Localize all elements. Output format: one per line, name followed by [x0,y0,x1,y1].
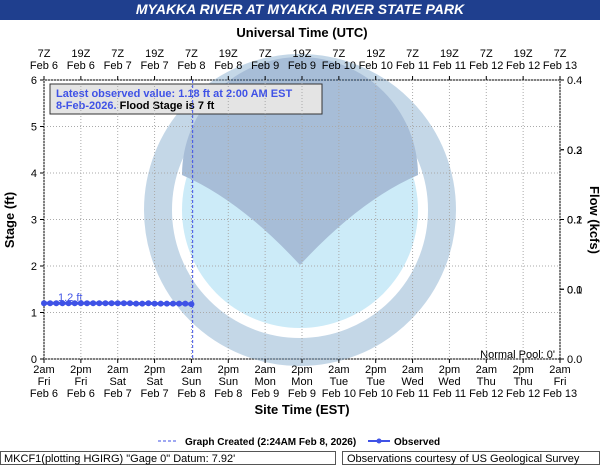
x2-tick-label: 7Z Feb 9 [251,48,279,72]
observed-point [53,300,60,307]
observed-point [71,300,78,307]
y2-tick-label: 0.3 [567,145,582,157]
annotation-line2: 8-Feb-2026. Flood Stage is 7 ft [56,100,215,112]
y2-tick-label: 0.1 [567,284,582,296]
observed-point [90,300,97,307]
footer-left: MKCF1(plotting HGIRG) "Gage 0" Datum: 7.… [4,453,235,465]
x2-tick-label: 19Z Feb 11 [433,48,466,72]
y-tick-label: 4 [31,168,37,180]
x2-tick-label: 7Z Feb 12 [469,48,503,72]
legend-observed-dot [376,438,382,444]
y2-tick-label: 0.0 [567,284,582,296]
observed-point [65,300,72,307]
normal-pool: Normal Pool: 0' [480,349,555,361]
observed-point [127,300,133,307]
observed-point [47,300,54,307]
observed-point [77,300,84,307]
legend-observed: Observed [394,437,440,448]
observed-point [145,300,152,307]
x2-tick-label: 19Z Feb 8 [214,48,242,72]
observed-point [133,300,140,307]
y2-tick-label: 0.2 [567,145,582,157]
x2-tick-label: 7Z Feb 13 [543,48,577,72]
x2-tick-label: 7Z Feb 8 [177,48,205,72]
x-tick-label: 2pm Fri Feb 6 [67,364,95,400]
observed-point [114,300,121,307]
observed-point [188,301,195,308]
observed-point [108,300,115,307]
top-axis-label: Universal Time (UTC) [236,25,367,40]
legend-created: Graph Created (2:24AM Feb 8, 2026) [185,437,356,448]
y-tick-label: 3 [31,215,37,227]
observed-point [41,300,47,307]
y-axis-label: Stage (ft) [2,192,17,248]
y2-tick-label: 0.2 [567,215,582,227]
y2-tick-label: 0.1 [567,215,582,227]
x2-tick-label: 7Z Feb 10 [322,48,356,72]
x-tick-label: 2am Sun Feb 8 [177,364,205,400]
observed-point [102,300,109,307]
x-tick-label: 2pm Sun Feb 8 [214,364,242,400]
x2-tick-label: 19Z Feb 10 [359,48,393,72]
y-tick-label: 5 [31,122,37,134]
x-tick-label: 2pm Thu Feb 12 [506,364,540,400]
y-tick-label: 1 [31,308,37,320]
observed-point [120,300,127,307]
annotation-date: 8-Feb-2026. [56,100,117,112]
x2-tick-label: 7Z Feb 11 [396,48,429,72]
x2-tick-label: 19Z Feb 12 [506,48,540,72]
x2-tick-label: 7Z Feb 7 [104,48,132,72]
x-axis-label: Site Time (EST) [254,402,349,417]
y-tick-label: 0 [31,354,37,366]
observed-point [163,300,170,307]
x-tick-label: 2pm Sat Feb 7 [141,364,169,400]
annotation-box [49,83,323,115]
footer-right: Observations courtesy of US Geological S… [347,453,580,465]
x-tick-label: 2am Tue Feb 10 [322,364,356,400]
x2-tick-label: 19Z Feb 6 [67,48,95,72]
x-tick-label: 2am Fri Feb 13 [543,364,577,400]
x2-tick-label: 7Z Feb 6 [30,48,58,72]
watermark-disc [182,92,418,328]
y-tick-label: 6 [31,75,37,87]
title-bar [0,0,600,20]
x2-tick-label: 19Z Feb 7 [141,48,169,72]
x-tick-label: 2am Mon Feb 9 [251,364,279,400]
chart-title: MYAKKA RIVER AT MYAKKA RIVER STATE PARK [136,1,465,17]
x-tick-label: 2am Fri Feb 6 [30,364,58,400]
watermark-ring [144,54,456,366]
observed-point [157,300,164,307]
y2-axis-label: Flow (kcfs) [587,186,600,254]
observed-point [170,300,176,307]
observed-point [151,300,158,307]
annotation-flood: Flood Stage is 7 ft [120,100,215,112]
observed-point [139,300,146,307]
y2-tick-label: 0.0 [567,354,582,366]
x-tick-label: 2pm Mon Feb 9 [288,364,316,400]
observed-point [176,300,183,307]
observed-point [96,300,103,307]
observed-point [59,300,66,307]
x-tick-label: 2pm Wed Feb 11 [433,364,466,400]
annotation-latest: Latest observed value: 1.18 ft at 2:00 A… [56,88,292,100]
y2-tick-label: 0.4 [567,75,582,87]
y-tick-label: 2 [31,261,37,273]
x2-tick-label: 19Z Feb 9 [288,48,316,72]
x-tick-label: 2pm Tue Feb 10 [359,364,393,400]
x-tick-label: 2am Thu Feb 12 [469,364,503,400]
x-tick-label: 2am Sat Feb 7 [104,364,132,400]
observed-point [182,300,189,307]
observed-point [84,300,90,307]
x-tick-label: 2am Wed Feb 11 [396,364,429,400]
